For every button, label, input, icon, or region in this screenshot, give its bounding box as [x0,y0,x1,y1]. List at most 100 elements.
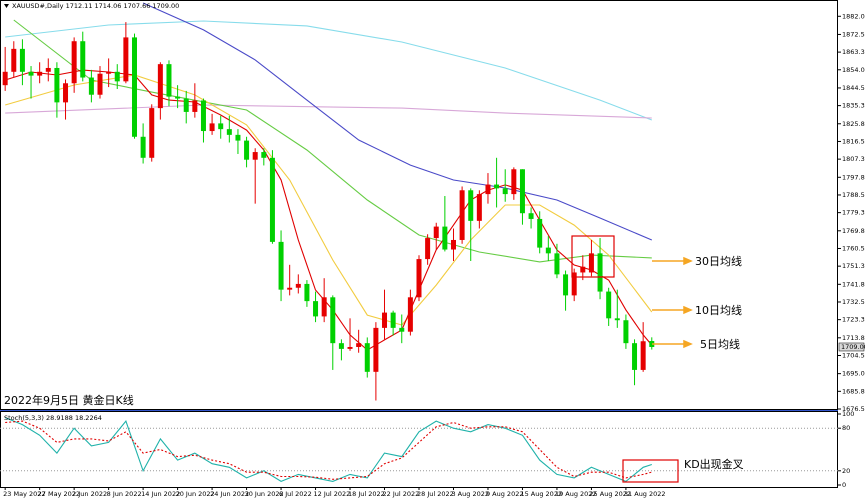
candle-body [269,157,275,242]
moving-average [142,2,653,241]
x-tick-label: 8 Jun 2022 [107,490,142,498]
annotation: 10日均线 [695,303,742,317]
candle-body [321,297,327,317]
chart-header: XAUUSD#,Daily 1712.11 1714.06 1707.66 17… [12,2,179,10]
candle-body [166,64,172,97]
candle-body [19,48,25,72]
arrow-head [683,339,693,349]
candle-body [614,318,620,321]
x-tick-label: 9 Aug 2022 [486,490,524,498]
y-tick-label: 100 [842,410,854,418]
x-tick-label: 30 Jun 2022 [245,490,284,498]
candle-body [338,343,344,349]
candle-body [494,184,500,189]
candle-body [563,274,569,296]
y-tick-label: 1732.55 [842,298,865,306]
x-tick-label: 6 Jul 2022 [279,490,312,498]
candle-body [330,297,336,344]
x-tick-label: 24 Jun 2022 [210,490,249,498]
candle-body [80,41,86,78]
candle-body [88,77,94,95]
highlight-box [571,235,615,278]
candle-body [347,346,353,349]
y-tick-label: 0 [842,481,846,489]
candle-body [252,152,258,160]
candle-body [63,83,69,103]
candle-body [183,98,189,112]
x-tick-label: 20 Jun 2022 [176,490,215,498]
main-chart: 1882.05 1872.55 1863.30 1854.05 1844.55 1835.… [2,2,865,413]
arrow-head [683,256,693,266]
candle-body [459,190,465,240]
candle-body [545,247,551,254]
y-tick-label: 1751.30 [842,262,865,270]
candle-body [244,140,250,160]
y-tick-label: 1723.30 [842,316,865,324]
y-tick-label: 1882.05 [842,12,865,20]
y-tick-label: 1676.55 [842,405,865,413]
candle-body [313,301,319,317]
candle-body [11,48,17,72]
last-price-label: 1709.00 [841,343,865,351]
candle-body [235,134,241,141]
candle-body [502,188,508,195]
y-tick-label: 1760.55 [842,244,865,252]
x-tick-label: 14 Jun 2022 [141,490,180,498]
moving-average [5,20,652,121]
candle-body [45,67,51,72]
candle-body [54,67,60,103]
candle-body [131,37,137,137]
candle-body [209,123,215,132]
candle-body [632,343,638,370]
y-tick-label: 1685.80 [842,387,865,395]
candle-body [106,71,112,74]
candle-body [71,41,77,84]
candle-body [476,194,482,221]
candle-body [295,283,301,288]
stoch-header: Stoch(5,3,3) 28.9188 18.2264 [4,414,102,422]
y-tick-label: 1741.80 [842,280,865,288]
candle-body [304,283,310,302]
candle-body [97,73,103,95]
candle-body [511,169,517,195]
candle-body [433,226,439,239]
y-tick-label: 1807.30 [842,155,865,163]
candle-body [356,343,362,347]
candle-body [226,129,232,135]
stoch-line [5,420,652,480]
x-tick-label: 19 Aug 2022 [555,490,597,498]
candle-body [200,100,206,132]
x-tick-label: 18 Jul 2022 [348,490,385,498]
y-tick-label: 1825.80 [842,120,865,128]
y-tick-label: 1713.80 [842,334,865,342]
candle-body [623,320,629,344]
candle-body [416,259,422,298]
highlight-box [622,459,679,483]
annotation-arrows [652,256,693,349]
y-tick-label: 80 [842,424,850,432]
candle-body [442,226,448,250]
moving-average [5,104,652,119]
candle-body [37,71,43,76]
candle-body [450,239,456,250]
y-tick-label: 1797.80 [842,173,865,181]
x-tick-label: 31 Aug 2022 [624,490,666,498]
y-tick-label: 1695.05 [842,370,865,378]
y-tick-label: 1704.55 [842,351,865,359]
candle-body [218,123,224,130]
x-tick-label: 28 Jul 2022 [417,490,454,498]
y-tick-label: 1872.55 [842,30,865,38]
y-tick-label: 1788.55 [842,191,865,199]
candle-body [468,190,474,221]
candle-body [597,253,603,292]
y-tick-label: 1863.30 [842,48,865,56]
candle-body [364,343,370,372]
candle-body [425,238,431,260]
candle-body [278,241,284,290]
stoch-chart: 100 80 20 0 [0,410,854,489]
annotation: 30日均线 [695,254,742,268]
candle-body [192,100,198,112]
candle-body [2,71,8,86]
y-tick-label: 1854.05 [842,66,865,74]
y-tick-label: 1835.30 [842,102,865,110]
